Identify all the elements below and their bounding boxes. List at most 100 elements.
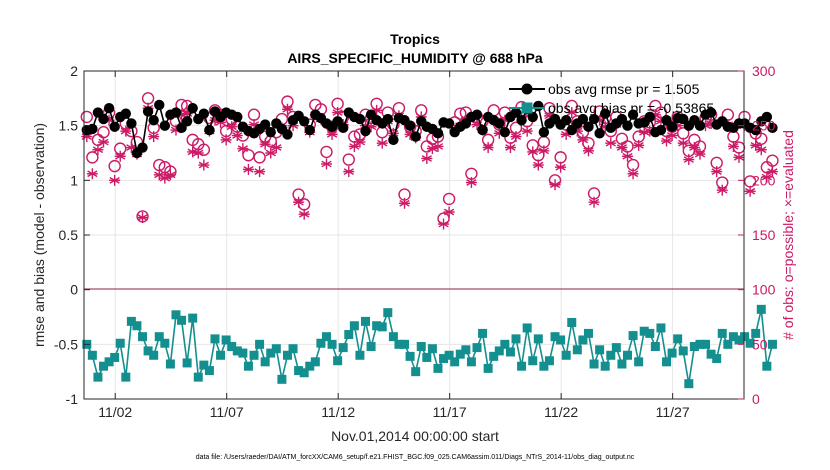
rmse-point [142, 106, 154, 117]
bias-point [154, 332, 164, 342]
obs-evaluated-point [744, 185, 756, 197]
obs-possible-point [454, 107, 467, 120]
obs-evaluated-point [231, 130, 243, 142]
obs-evaluated-point [242, 163, 254, 175]
bias-point [745, 338, 755, 348]
rmse-point [499, 127, 511, 138]
legend-bias-marker [521, 102, 533, 114]
bias-point [723, 339, 733, 349]
bias-point [204, 366, 214, 376]
obs-evaluated-point [510, 131, 522, 143]
obs-evaluated-point [354, 136, 366, 148]
obs-possible-point [108, 159, 121, 173]
legend: obs avg rmse pr = 1.505 obs avg bias pr … [509, 81, 714, 116]
bias-point [756, 304, 766, 314]
bias-point [182, 358, 192, 368]
data-file-footnote: data file: /Users/raeder/DAI/ATM_forcXX/… [196, 454, 635, 461]
bias-point [450, 357, 460, 367]
obs-evaluated-point [265, 147, 277, 159]
bias-point [433, 363, 443, 373]
x-tick-label: 11/17 [433, 404, 467, 420]
obs-evaluated-point [137, 212, 149, 224]
bias-point [767, 339, 777, 349]
obs-evaluated-point [504, 142, 516, 154]
y-tick-label: 1 [70, 172, 78, 188]
left-axis-series [81, 99, 778, 389]
bias-point [188, 313, 198, 323]
y-axis-label: rmse and bias (model - observation) [31, 123, 47, 347]
obs-evaluated-point [677, 137, 689, 149]
bias-point [299, 368, 309, 378]
bias-point [344, 329, 354, 339]
x-axis-label: Nov.01,2014 00:00:00 start [331, 428, 499, 444]
rmse-point [404, 120, 416, 131]
rmse-point [644, 111, 655, 123]
bias-point [528, 356, 538, 366]
bias-point [550, 332, 560, 342]
bias-point [600, 361, 610, 371]
bias-point [238, 348, 248, 358]
bias-point [444, 350, 454, 360]
bias-point [500, 339, 510, 349]
bias-point [338, 343, 348, 353]
obs-evaluated-point [320, 158, 332, 170]
obs-evaluated-point [750, 139, 762, 151]
bias-point [333, 356, 343, 366]
rmse-point [232, 111, 243, 123]
rmse-point [304, 124, 315, 136]
obs-evaluated-point [683, 154, 695, 166]
rmse-point [767, 122, 778, 134]
rmse-point [527, 111, 538, 123]
x-tick-label: 11/22 [544, 404, 578, 420]
bias-point [294, 366, 304, 376]
bias-point [104, 357, 114, 367]
obs-evaluated-point [120, 125, 132, 137]
y2-tick-label: 150 [752, 227, 776, 243]
rmse-point [360, 125, 371, 137]
rmse-point [154, 99, 165, 111]
bias-point [662, 357, 672, 367]
obs-evaluated-point [92, 144, 104, 156]
bias-point [578, 335, 588, 345]
bias-point [349, 321, 359, 331]
bias-point [639, 326, 649, 336]
obs-evaluated-point [376, 137, 388, 149]
bias-point [327, 339, 337, 349]
obs-possible-point [320, 145, 333, 159]
y2-tick-label: 50 [752, 336, 768, 352]
bias-point [405, 351, 415, 361]
legend-rmse-label: obs avg rmse pr = 1.505 [548, 81, 700, 97]
rmse-point [761, 111, 773, 123]
obs-evaluated-point [482, 142, 494, 154]
bias-point [416, 342, 426, 352]
rmse-point [443, 118, 455, 129]
obs-evaluated-point [605, 137, 617, 149]
bias-point [199, 360, 209, 370]
bias-point [511, 334, 521, 344]
bias-point [701, 339, 711, 349]
obs-evaluated-point [761, 171, 773, 183]
obs-evaluated-point [164, 169, 176, 181]
bias-point [93, 372, 103, 382]
obs-evaluated-point [192, 147, 204, 159]
bias-point [634, 357, 644, 367]
bias-point [99, 361, 109, 371]
bias-point [249, 350, 259, 360]
bias-point [422, 352, 432, 362]
y-axis-right: 0 50 100 150 200 250 300 [738, 63, 776, 407]
bias-point [316, 338, 326, 348]
bias-point [572, 345, 582, 355]
obs-evaluated-point [226, 121, 238, 133]
x-tick-label: 11/12 [321, 404, 355, 420]
x-tick-label: 11/02 [98, 404, 132, 420]
bias-point [556, 335, 566, 345]
bias-point [177, 315, 187, 325]
obs-evaluated-point [711, 166, 723, 178]
y-tick-label: 0.5 [59, 227, 79, 243]
rmse-point [560, 115, 572, 126]
bias-point [712, 354, 722, 364]
rmse-point [594, 128, 605, 139]
rmse-point [187, 102, 198, 114]
obs-evaluated-point [293, 196, 305, 208]
